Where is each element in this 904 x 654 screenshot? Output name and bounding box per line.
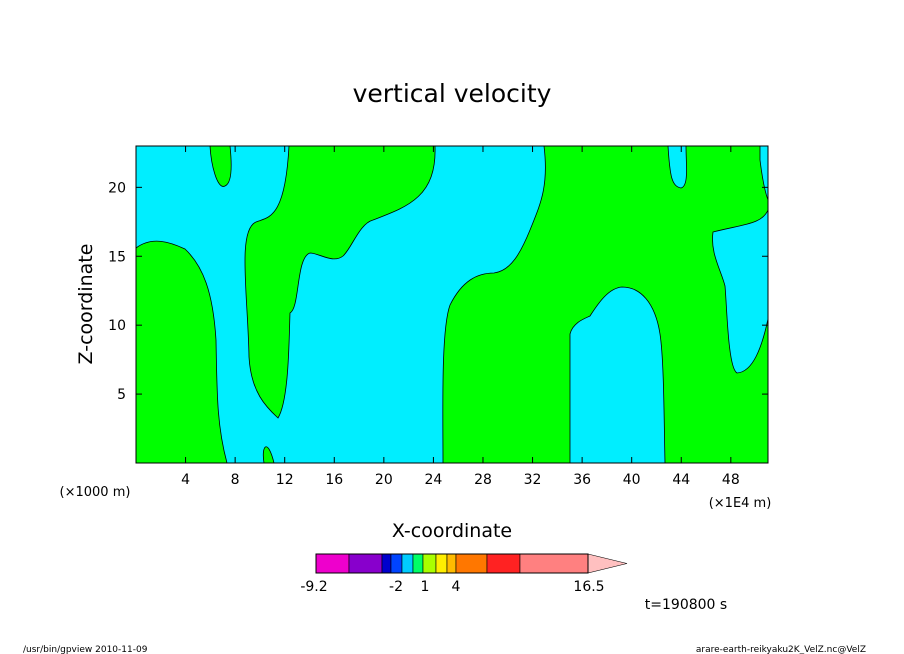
x-tick-label: 40 (623, 472, 641, 488)
time-label: t=190800 s (645, 597, 727, 613)
x-tick-label: 16 (325, 472, 343, 488)
x-tick-label: 32 (524, 472, 542, 488)
x-unit-right-label: (×1E4 m) (709, 496, 772, 511)
colorbar-min-label: -9.2 (300, 579, 327, 595)
x-axis-title: X-coordinate (392, 520, 512, 542)
plot-area (135, 145, 769, 464)
x-tick-label: 48 (722, 472, 740, 488)
colorbar-segment (348, 553, 383, 574)
negative-region-top-right (667, 145, 687, 189)
negative-region-left (135, 145, 546, 464)
colorbar-segment (381, 553, 392, 574)
colorbar (315, 553, 628, 574)
x-unit-left-label: (×1000 m) (60, 485, 131, 500)
colorbar-max-label: 16.5 (573, 579, 604, 595)
colorbar-label-4: 4 (452, 579, 461, 595)
colorbar-segment (412, 553, 424, 574)
colorbar-segment (401, 553, 414, 574)
y-tick-label: 15 (108, 249, 126, 265)
y-axis-title: Z-coordinate (75, 244, 97, 365)
chart-title: vertical velocity (353, 79, 552, 108)
x-tick-label: 12 (276, 472, 294, 488)
negative-region-center-bubble (569, 286, 666, 464)
colorbar-segment (455, 553, 488, 574)
colorbar-extension-arrow (587, 553, 628, 574)
colorbar-segment (446, 553, 457, 574)
colorbar-segment (519, 553, 589, 574)
x-tick-label: 20 (375, 472, 393, 488)
footer-left-label: /usr/bin/gpview 2010-11-09 (23, 645, 148, 654)
y-tick-label: 10 (108, 318, 126, 334)
colorbar-segment (390, 553, 403, 574)
y-tick-label: 5 (117, 387, 126, 403)
negative-region-right-edge (712, 209, 769, 374)
x-tick-label: 28 (474, 472, 492, 488)
y-axis-ticks: 5 10 15 20 (108, 180, 768, 403)
x-tick-label: 36 (573, 472, 591, 488)
colorbar-label-minus-2: -2 (389, 579, 403, 595)
x-tick-label: 24 (424, 472, 442, 488)
colorbar-segment (422, 553, 437, 574)
x-tick-label: 44 (672, 472, 690, 488)
x-axis-ticks: 4 8 12 16 20 24 28 32 36 40 44 48 (181, 146, 740, 488)
colorbar-segment (315, 553, 350, 574)
y-tick-label: 20 (108, 180, 126, 196)
colorbar-segment (486, 553, 521, 574)
footer-right-label: arare-earth-reikyaku2K_VelZ.nc@VelZ (696, 645, 866, 654)
x-tick-label: 4 (181, 472, 190, 488)
colorbar-segment (435, 553, 448, 574)
colorbar-label-1: 1 (421, 579, 430, 595)
plot-frame (135, 145, 769, 464)
colorbar-outline (315, 553, 589, 574)
x-tick-label: 8 (231, 472, 240, 488)
